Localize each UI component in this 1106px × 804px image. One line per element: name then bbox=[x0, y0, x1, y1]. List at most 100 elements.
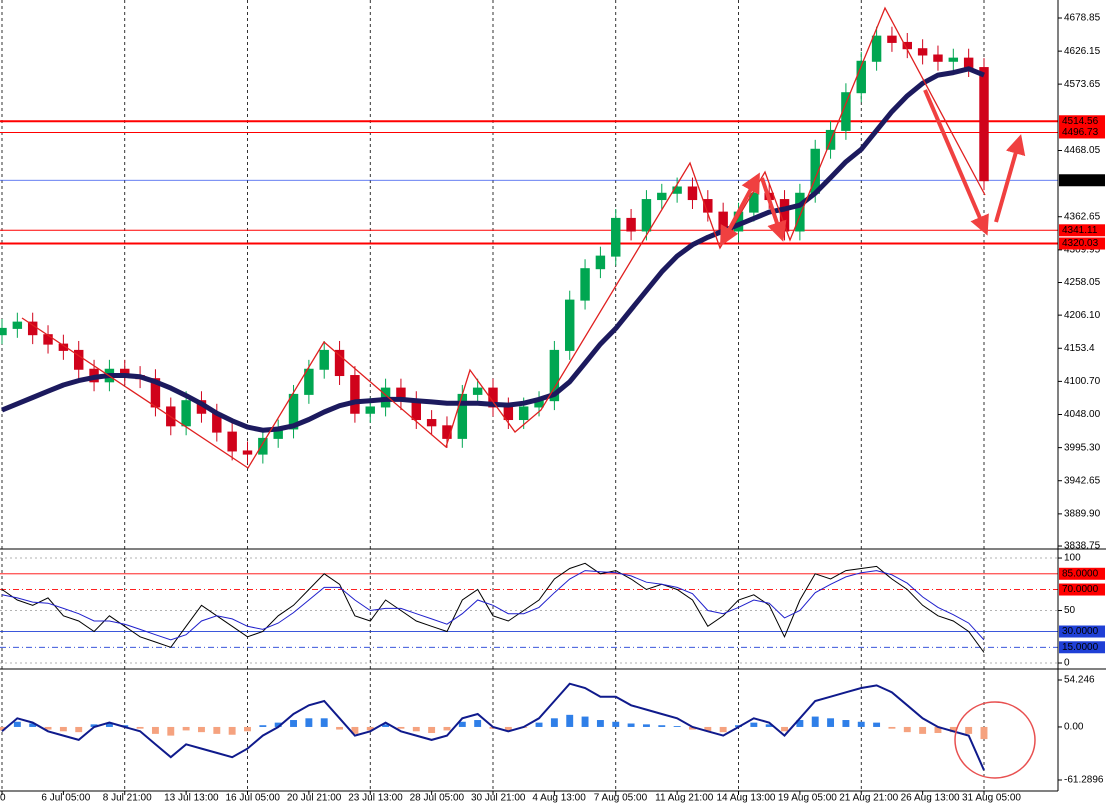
moving-average bbox=[1, 66, 985, 433]
annotations bbox=[21, 6, 1036, 779]
histogram-bar bbox=[704, 726, 712, 732]
level-label: 15.0000 bbox=[1062, 642, 1099, 653]
x-tick-label: 31 Aug 05:00 bbox=[962, 793, 1021, 804]
x-tick-label: 7 Aug 05:00 bbox=[594, 793, 648, 804]
histogram-bar bbox=[842, 720, 850, 727]
histogram-bar bbox=[658, 725, 666, 727]
candle-body bbox=[564, 299, 575, 351]
level-label: 70.0000 bbox=[1062, 584, 1099, 595]
histogram-bar bbox=[44, 726, 52, 730]
y-tick-label: 0.00 bbox=[1064, 722, 1084, 733]
candle-body bbox=[365, 406, 375, 414]
histogram-bar bbox=[458, 721, 466, 727]
x-tick-label: 19 Aug 05:00 bbox=[778, 793, 837, 804]
level-label-box bbox=[1059, 126, 1105, 139]
histogram-bar bbox=[305, 718, 313, 727]
histogram-bar bbox=[719, 726, 727, 733]
histogram-bar bbox=[781, 726, 788, 732]
candle-body bbox=[518, 406, 529, 421]
histogram-bar bbox=[827, 718, 835, 727]
x-tick-label: 0 bbox=[0, 793, 6, 804]
level-label-box bbox=[1059, 641, 1105, 654]
level-label: 4420.70 bbox=[1062, 175, 1099, 186]
histogram-bar bbox=[535, 722, 543, 727]
candle-body bbox=[0, 327, 7, 336]
candle-body bbox=[626, 217, 636, 232]
level-label-box bbox=[1059, 174, 1105, 187]
candle-body bbox=[227, 431, 237, 452]
histogram-bar bbox=[244, 726, 251, 732]
x-tick-label: 21 Aug 21:00 bbox=[839, 793, 898, 804]
y-tick-label: 4100.70 bbox=[1064, 376, 1101, 387]
histogram-bar bbox=[336, 726, 344, 730]
histogram-bar bbox=[290, 720, 297, 727]
x-tick-label: 20 Jul 21:00 bbox=[287, 793, 342, 804]
histogram-bar bbox=[198, 726, 205, 733]
candle-body bbox=[304, 368, 314, 395]
histogram-bar bbox=[689, 726, 696, 730]
histogram-bar bbox=[75, 726, 83, 733]
histogram-bar bbox=[919, 726, 927, 734]
histogram-bar bbox=[750, 722, 758, 727]
candle-body bbox=[73, 349, 84, 370]
candle-body bbox=[657, 192, 667, 201]
y-tick-label: 100 bbox=[1064, 553, 1081, 564]
histogram-bar bbox=[627, 723, 635, 727]
candle-body bbox=[580, 268, 590, 301]
level-label-box bbox=[1059, 583, 1105, 596]
histogram-bar bbox=[274, 722, 282, 727]
candle-body bbox=[411, 400, 422, 421]
indicator-line bbox=[1, 562, 985, 653]
level-label: 4514.56 bbox=[1062, 116, 1099, 127]
candle-body bbox=[58, 343, 69, 351]
histogram-bar bbox=[965, 726, 973, 734]
y-tick-label: 3942.65 bbox=[1064, 475, 1101, 486]
y-tick-label: 4153.4 bbox=[1064, 343, 1095, 354]
candle-body bbox=[933, 54, 943, 62]
histogram-bar bbox=[934, 726, 942, 734]
candle-body bbox=[12, 321, 23, 329]
histogram-bar bbox=[596, 720, 604, 727]
y-tick-label: 0 bbox=[1064, 658, 1070, 669]
x-tick-label: 26 Aug 13:00 bbox=[901, 793, 960, 804]
histogram-bar bbox=[443, 726, 451, 731]
histogram-bar bbox=[811, 716, 819, 727]
level-label: 4341.11 bbox=[1062, 225, 1098, 236]
y-tick-label: -61.2896 bbox=[1064, 775, 1104, 786]
histogram-bar bbox=[13, 721, 21, 727]
histogram-bar bbox=[90, 724, 98, 727]
histogram-bar bbox=[0, 726, 6, 731]
histogram-bar bbox=[980, 726, 988, 740]
x-tick-label: 13 Jul 13:00 bbox=[164, 793, 219, 804]
candle-body bbox=[43, 334, 53, 345]
arrow bbox=[923, 89, 989, 236]
candle-body bbox=[472, 387, 483, 395]
x-tick-label: 23 Jul 13:00 bbox=[348, 793, 403, 804]
level-label-box bbox=[1059, 115, 1105, 128]
histogram-bar bbox=[642, 724, 650, 727]
histogram-bar bbox=[105, 723, 113, 727]
candle-body bbox=[288, 393, 299, 430]
candle-body bbox=[181, 400, 191, 427]
y-tick-label: 3889.90 bbox=[1064, 509, 1101, 520]
arrow bbox=[720, 172, 760, 247]
indicator-line bbox=[1, 570, 985, 641]
y-tick-label: 4362.65 bbox=[1064, 211, 1101, 222]
y-tick-label: 50 bbox=[1064, 605, 1076, 616]
candle-body bbox=[641, 199, 652, 232]
candle-body bbox=[334, 349, 345, 377]
histogram-bar bbox=[428, 726, 436, 734]
y-tick-label: 54.246 bbox=[1064, 675, 1095, 686]
candle-body bbox=[350, 375, 360, 414]
candle-body bbox=[871, 35, 882, 62]
x-tick-label: 16 Jul 05:00 bbox=[226, 793, 281, 804]
histogram-bar bbox=[382, 724, 390, 727]
x-tick-label: 4 Aug 13:00 bbox=[532, 793, 586, 804]
y-tick-label: 4258.05 bbox=[1064, 277, 1101, 288]
histogram-bar bbox=[151, 726, 159, 734]
highlight-circle bbox=[954, 701, 1036, 779]
level-label-box bbox=[1059, 224, 1105, 237]
candle-body bbox=[258, 437, 268, 455]
level-label: 4320.03 bbox=[1062, 238, 1099, 249]
